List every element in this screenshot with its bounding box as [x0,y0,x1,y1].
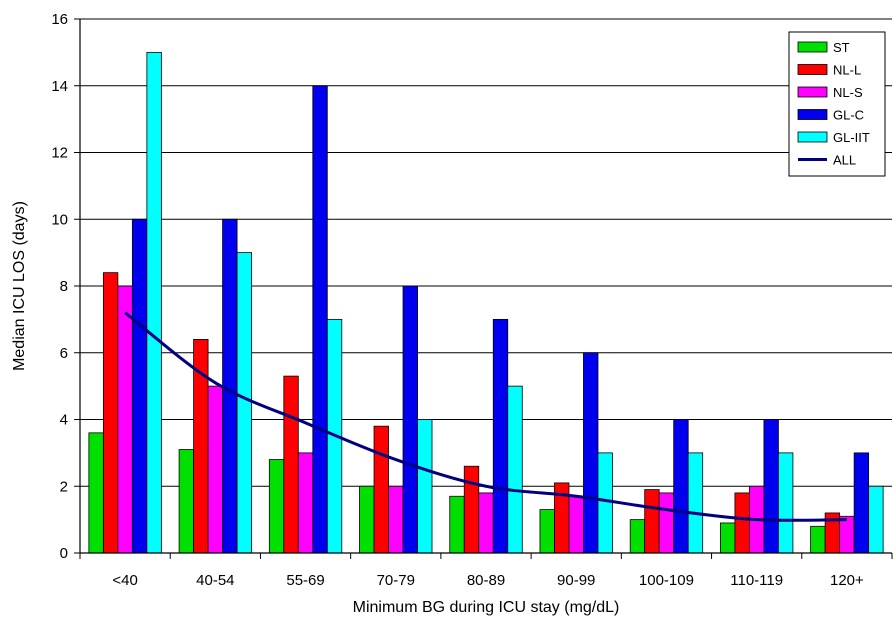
y-tick-label: 0 [60,545,68,562]
line-all [124,311,847,522]
x-tick-label: 40-54 [196,572,234,589]
y-axis-label: Median ICU LOS (days) [11,201,28,371]
legend-label-nl-s: NL-S [833,85,863,100]
bar-nl-s-5 [568,495,584,554]
bar-nl-l-3 [373,425,389,554]
y-tick-label: 10 [51,211,68,228]
bars [88,51,884,554]
legend-swatch-gl-c [797,109,828,120]
y-tick-label: 2 [60,478,68,495]
legend-swatch-nl-s [797,86,828,98]
bar-st-1 [178,449,194,554]
legend-swatch-nl-l [797,64,828,75]
y-tick-labels: 0 2 4 6 8 10 12 14 16 [51,11,68,562]
bar-st-8 [810,525,826,554]
bar-nl-s-0 [117,285,133,554]
legend-swatch-st [797,41,828,53]
bar-nl-s-1 [207,385,223,554]
bar-nl-s-6 [658,492,675,554]
bar-gl-iit-4 [507,385,523,554]
x-tick-label: 110-119 [730,572,783,589]
bar-nl-l-6 [644,489,660,554]
bar-gl-c-2 [312,85,328,554]
legend-label-all: ALL [833,153,856,168]
bar-nl-l-0 [102,272,119,554]
legend-swatch-gl-iit [797,131,828,143]
bar-nl-l-2 [283,375,299,554]
bar-nl-s-2 [297,452,314,554]
bar-gl-c-4 [492,318,509,554]
legend: ST NL-L NL-S GL-C GL-IIT ALL [788,31,886,177]
y-tick-label: 8 [60,278,68,295]
bar-gl-iit-0 [146,51,162,554]
bar-nl-l-4 [463,465,480,554]
x-tick-label: 100-109 [639,572,694,589]
x-tick-label: 90-99 [557,572,595,589]
x-tick-label: 120+ [830,572,864,589]
bar-st-7 [720,522,736,554]
x-tick-label: 70-79 [377,572,415,589]
bar-gl-iit-3 [417,419,433,554]
bar-st-3 [359,485,375,554]
bar-gl-iit-7 [778,452,794,554]
bar-nl-s-3 [388,485,404,554]
y-tick-label: 16 [51,11,68,28]
bar-gl-c-5 [583,352,599,554]
bar-gl-iit-6 [687,452,704,554]
y-tick-label: 12 [51,145,68,162]
bar-gl-iit-1 [236,252,252,554]
bar-nl-l-7 [734,492,750,554]
y-tick-label: 14 [51,78,68,95]
legend-box [788,31,886,177]
all-line-series [124,311,847,522]
bar-st-6 [629,519,646,554]
bar-gl-iit-5 [597,452,613,554]
legend-label-gl-iit: GL-IIT [833,130,870,145]
legend-label-nl-l: NL-L [833,63,861,78]
bar-nl-s-8 [839,515,855,554]
bar-nl-s-4 [478,492,494,554]
bar-st-5 [539,509,555,554]
y-tick-label: 4 [60,412,68,429]
x-axis-label: Minimum BG during ICU stay (mg/dL) [353,599,620,616]
bar-gl-c-7 [763,419,779,554]
y-tick-label: 6 [60,345,68,362]
legend-label-gl-c: GL-C [833,108,864,123]
bar-gl-iit-8 [868,485,884,554]
bar-gl-c-6 [673,419,689,554]
bar-gl-c-1 [222,218,238,554]
x-tick-label: 80-89 [467,572,505,589]
x-tick-labels: <40 40-54 55-69 70-79 80-89 90-99 100-109 110-1… [112,572,864,589]
bar-st-0 [88,432,104,554]
bar-gl-c-3 [402,285,418,554]
bar-st-4 [449,495,465,554]
bar-gl-c-8 [853,452,870,554]
legend-label-st: ST [833,40,850,55]
x-tick-label: <40 [112,572,137,589]
x-tick-label: 55-69 [286,572,324,589]
axes [74,18,893,559]
bar-st-2 [268,459,285,554]
bar-gl-c-0 [131,218,148,554]
